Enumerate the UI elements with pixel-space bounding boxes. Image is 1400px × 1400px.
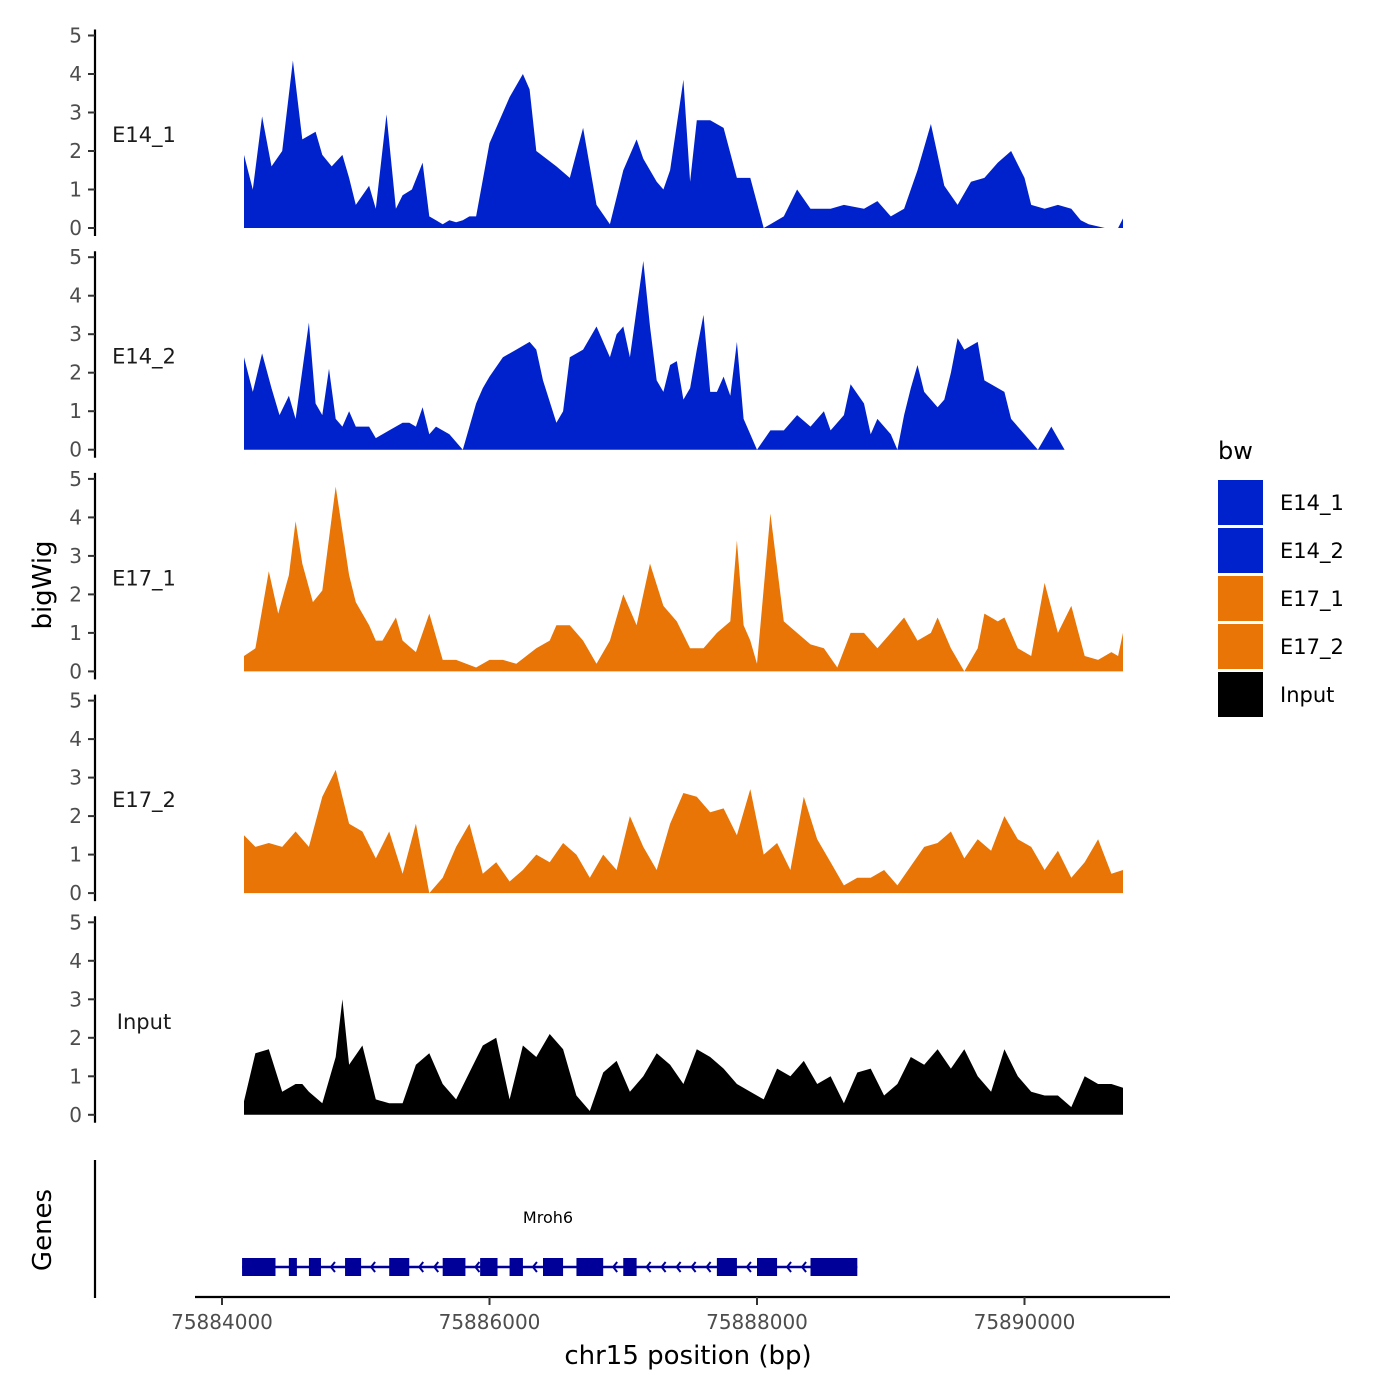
strand-arrow <box>611 1261 618 1273</box>
strand-arrow <box>432 1261 440 1273</box>
gene-exon <box>480 1258 498 1276</box>
track-Input: 0 1 2 3 4 5 Input <box>69 910 1123 1127</box>
y-tick-label: 5 <box>69 24 82 48</box>
strand-arrow <box>690 1261 697 1273</box>
track-label-E14_1: E14_1 <box>112 123 176 148</box>
y-tick-label: 0 <box>69 659 82 683</box>
y-tick-label: 2 <box>69 139 82 163</box>
y-tick-label: 4 <box>69 727 82 751</box>
track-label-E17_2: E17_2 <box>112 788 176 813</box>
track-label-Input: Input <box>117 1010 171 1034</box>
strand-arrow <box>531 1261 538 1273</box>
y-tick-label: 4 <box>69 505 82 529</box>
y-tick-label: 1 <box>69 178 82 202</box>
y-tick-label: 1 <box>69 1064 82 1088</box>
y-tick-label: 3 <box>69 101 82 125</box>
genes-axis-title: Genes <box>28 1189 58 1271</box>
legend: bw E14_1 E14_2 E17_1 E17_2 Input <box>1218 437 1344 717</box>
y-tick-label: 5 <box>69 689 82 713</box>
area-E17_1 <box>244 486 1123 672</box>
track-label-E17_1: E17_1 <box>112 566 176 591</box>
x-axis-title: chr15 position (bp) <box>564 1341 811 1371</box>
strand-arrow <box>369 1261 376 1273</box>
y-tick-label: 2 <box>69 1026 82 1050</box>
track-E17_1: 0 1 2 3 4 5 E17_1 <box>69 467 1123 683</box>
y-tick-label: 5 <box>69 467 82 491</box>
x-tick-label: 75884000 <box>171 1310 273 1334</box>
y-tick-label: 0 <box>69 438 82 462</box>
legend-label-E14_1: E14_1 <box>1280 491 1344 516</box>
strand-arrow <box>417 1261 425 1273</box>
y-tick-label: 2 <box>69 582 82 606</box>
bigwig-tracks: 0 1 2 3 4 5 E14_1 0 1 2 3 4 5 E14_2 0 1 2 3 4 5 E17_1 0 1 2 3 4 5 E… <box>69 24 1123 1127</box>
strand-arrow <box>800 1261 807 1273</box>
gene-exon <box>509 1258 523 1276</box>
strand-arrow <box>645 1261 652 1273</box>
track-E17_2: 0 1 2 3 4 5 E17_2 <box>69 689 1123 905</box>
legend-title: bw <box>1218 437 1253 465</box>
gene-exon <box>757 1258 778 1276</box>
legend-swatch-E17_2 <box>1218 624 1263 669</box>
legend-label-E17_1: E17_1 <box>1280 587 1344 612</box>
gene-exon <box>242 1258 276 1276</box>
y-tick-label: 4 <box>69 284 82 308</box>
y-tick-label: 3 <box>69 987 82 1011</box>
x-tick-label: 75886000 <box>439 1310 541 1334</box>
x-tick-label: 75888000 <box>706 1310 808 1334</box>
strand-arrow <box>785 1261 792 1273</box>
legend-swatch-E17_1 <box>1218 576 1263 621</box>
legend-swatch-E14_1 <box>1218 480 1263 525</box>
gene-exon <box>716 1258 737 1276</box>
strand-arrow <box>329 1261 336 1273</box>
gene-name-label: Mroh6 <box>523 1208 573 1227</box>
x-tick-label: 75890000 <box>974 1310 1076 1334</box>
gene-exon <box>442 1258 466 1276</box>
strand-arrow <box>675 1261 682 1273</box>
y-tick-label: 0 <box>69 216 82 240</box>
area-E14_1 <box>244 60 1123 228</box>
gene-exon <box>543 1258 564 1276</box>
strand-arrow <box>660 1261 667 1273</box>
y-tick-label: 3 <box>69 544 82 568</box>
gene-exon <box>288 1258 297 1276</box>
y-tick-label: 3 <box>69 766 82 790</box>
track-label-E14_2: E14_2 <box>112 345 176 370</box>
gene-exon <box>623 1258 637 1276</box>
gene-exon <box>576 1258 604 1276</box>
legend-swatch-Input <box>1218 672 1263 717</box>
track-E14_2: 0 1 2 3 4 5 E14_2 <box>69 245 1065 462</box>
x-axis: 75884000 75886000 75888000 75890000 <box>171 1295 1170 1334</box>
legend-label-E14_2: E14_2 <box>1280 539 1344 564</box>
y-tick-label: 0 <box>69 881 82 905</box>
area-Input <box>244 999 1123 1115</box>
legend-swatch-E14_2 <box>1218 528 1263 573</box>
legend-label-E17_2: E17_2 <box>1280 635 1344 660</box>
y-tick-label: 2 <box>69 361 82 385</box>
y-tick-label: 5 <box>69 910 82 934</box>
track-E14_1: 0 1 2 3 4 5 E14_1 <box>69 24 1123 240</box>
strand-arrow <box>745 1261 752 1273</box>
y-tick-label: 0 <box>69 1103 82 1127</box>
area-E14_2 <box>244 261 1065 450</box>
legend-label-Input: Input <box>1280 683 1334 707</box>
y-tick-label: 5 <box>69 245 82 269</box>
y-tick-label: 1 <box>69 843 82 867</box>
gene-track-panel: Mroh6 <box>93 1160 858 1298</box>
gene-exon <box>389 1258 410 1276</box>
gene-exon <box>345 1258 362 1276</box>
strand-arrow <box>474 1261 481 1273</box>
gene-exon <box>308 1258 321 1276</box>
y-tick-label: 4 <box>69 62 82 86</box>
strand-arrow <box>705 1261 712 1273</box>
y-tick-label: 1 <box>69 621 82 645</box>
area-E17_2 <box>244 769 1123 894</box>
y-axis-title: bigWig <box>28 540 58 629</box>
y-tick-label: 2 <box>69 804 82 828</box>
y-tick-label: 3 <box>69 322 82 346</box>
gene-exon <box>810 1258 858 1276</box>
y-tick-label: 4 <box>69 949 82 973</box>
y-tick-label: 1 <box>69 399 82 423</box>
